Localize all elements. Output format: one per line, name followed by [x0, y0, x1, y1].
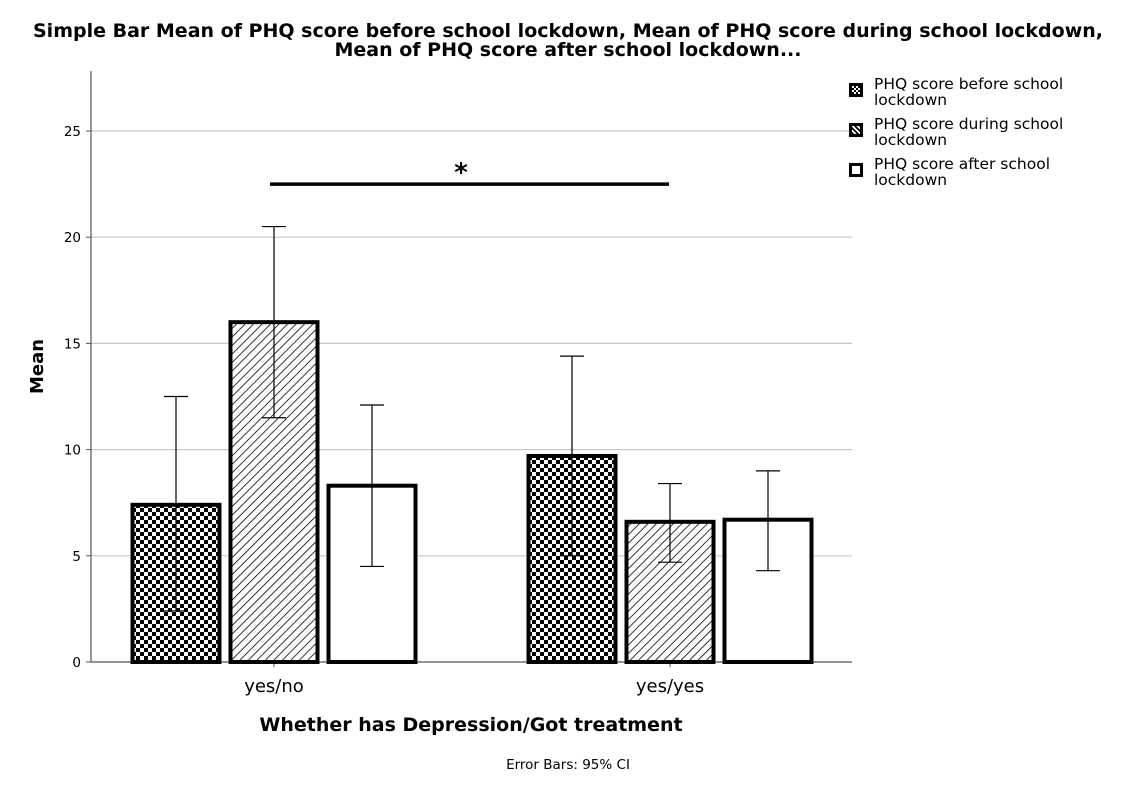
chart-title-line-1: Simple Bar Mean of PHQ score before scho…: [33, 20, 1103, 42]
chart-title: Simple Bar Mean of PHQ score before scho…: [0, 22, 1136, 60]
legend-item-before: PHQ score before school lockdown: [849, 76, 1129, 116]
legend-label: PHQ score after school lockdown: [874, 156, 1114, 188]
legend-label-line: PHQ score before school: [874, 75, 1064, 93]
y-tick-label: 15: [64, 336, 81, 352]
legend-label-line: lockdown: [874, 91, 948, 109]
axis-labels: 0 5 10 15 20 25 yes/no yes/yes Mean Whether has D…: [27, 124, 704, 736]
y-tick-label: 0: [72, 655, 81, 671]
legend-swatch-hatch: [849, 123, 863, 137]
error-bars-note: Error Bars: 95% CI: [506, 757, 630, 773]
legend-item-during: PHQ score during school lockdown: [849, 116, 1129, 156]
legend-swatch-checker: [849, 83, 863, 97]
bar: [228, 320, 320, 664]
y-tick-label: 25: [64, 124, 81, 140]
legend-label-line: lockdown: [874, 131, 948, 149]
legend: PHQ score before school lockdown PHQ sco…: [849, 76, 1129, 196]
y-tick-label: 10: [64, 443, 81, 459]
bars: [130, 320, 814, 665]
significance-star: *: [454, 158, 468, 188]
gridlines: [91, 130, 852, 557]
chart-title-line-2: Mean of PHQ score after school lockdown.…: [334, 39, 802, 61]
y-axis-title: Mean: [27, 339, 48, 394]
significance-annotation: *: [270, 158, 669, 188]
legend-swatch-white: [849, 163, 863, 177]
y-tick-label: 5: [72, 549, 81, 565]
legend-label: PHQ score during school lockdown: [874, 116, 1114, 148]
y-tick-label: 20: [64, 230, 81, 246]
error-bars: [164, 225, 780, 612]
legend-label-line: lockdown: [874, 171, 948, 189]
legend-label: PHQ score before school lockdown: [874, 76, 1114, 108]
x-tick-label: yes/yes: [636, 676, 704, 697]
legend-label-line: PHQ score after school: [874, 155, 1050, 173]
x-axis-title: Whether has Depression/Got treatment: [259, 714, 682, 736]
legend-item-after: PHQ score after school lockdown: [849, 156, 1129, 196]
legend-label-line: PHQ score during school: [874, 115, 1064, 133]
x-tick-label: yes/no: [244, 676, 304, 697]
